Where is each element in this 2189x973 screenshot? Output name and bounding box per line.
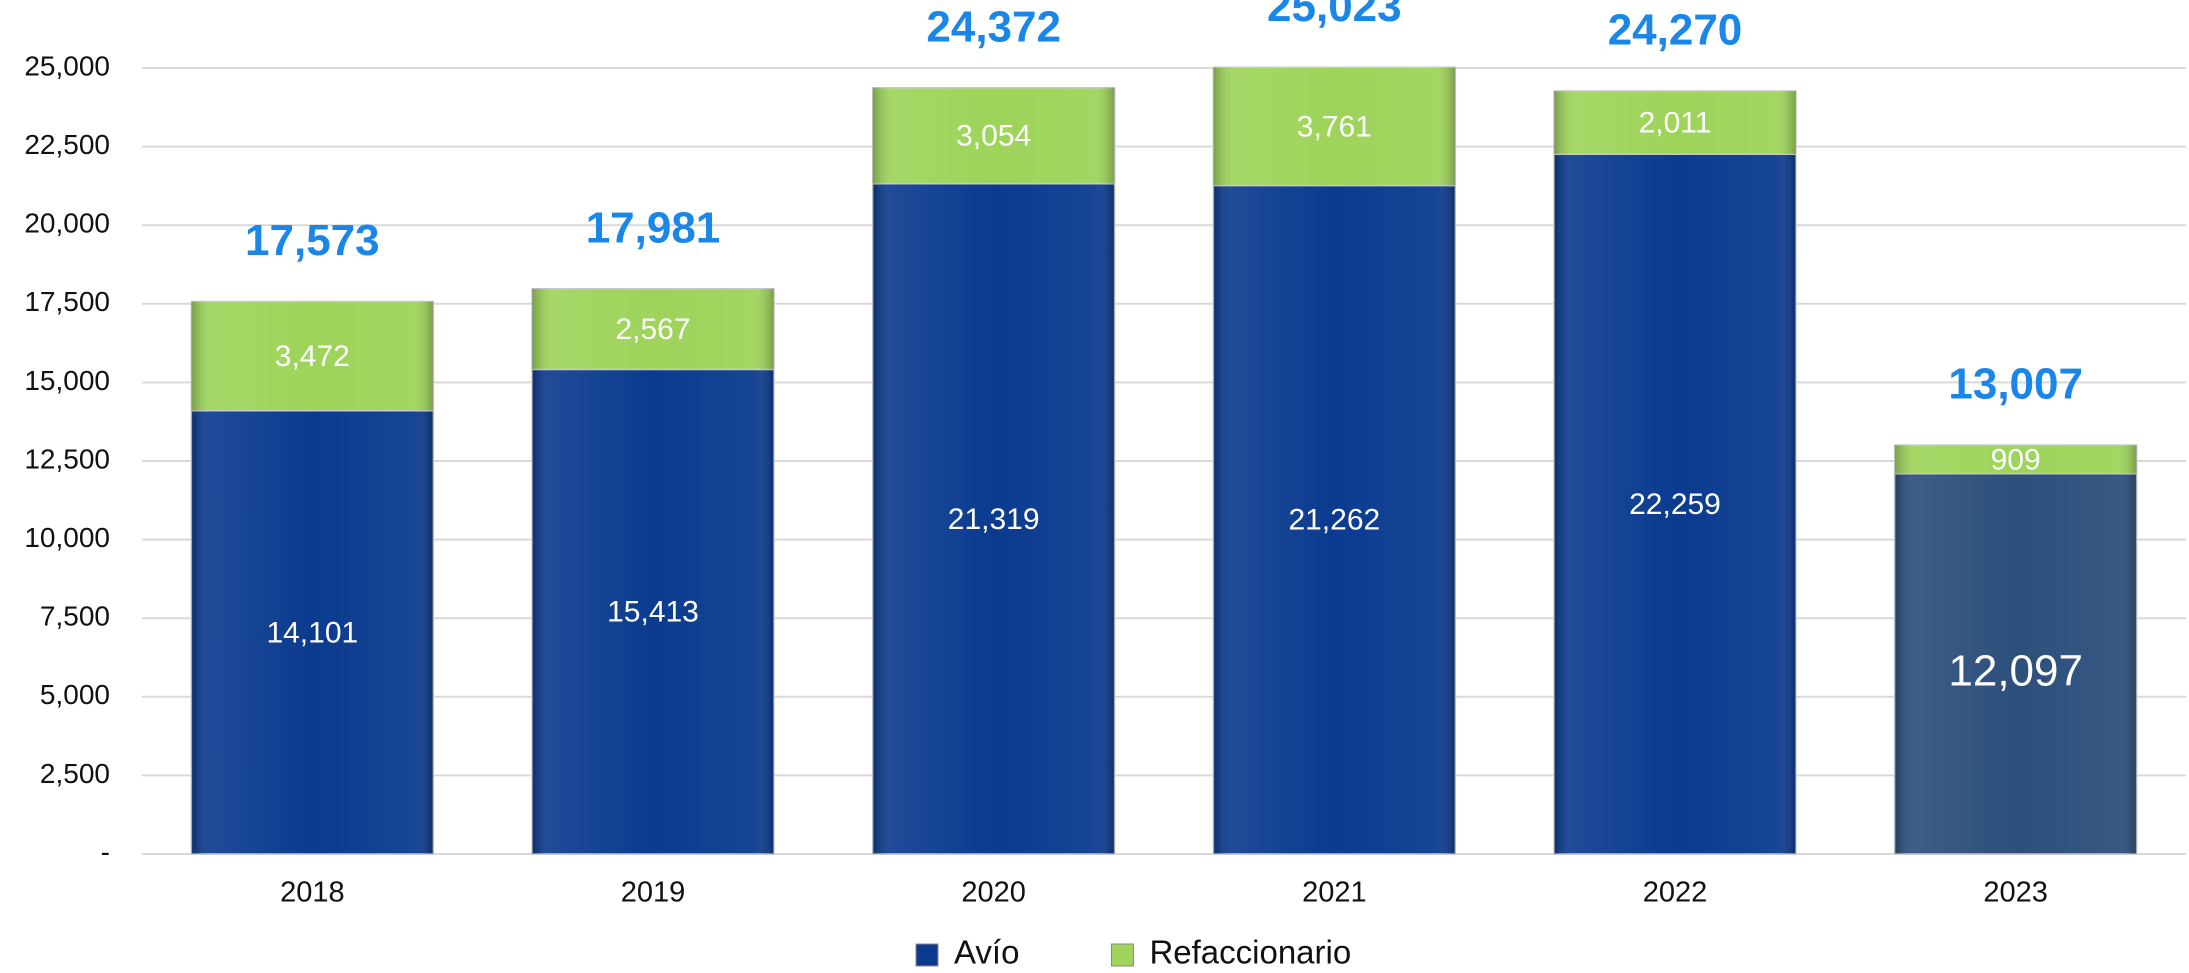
- y-tick-label: 12,500: [24, 443, 110, 474]
- total-label: 24,270: [1608, 6, 1743, 55]
- value-label: 2,011: [1639, 106, 1712, 139]
- bar-shade: [1554, 90, 1796, 155]
- value-label: 3,761: [1297, 110, 1372, 143]
- total-label: 17,981: [586, 203, 721, 252]
- x-tick-label: 2023: [1983, 877, 2048, 909]
- bar-shade: [191, 301, 434, 411]
- bar-shade: [1213, 185, 1456, 855]
- x-tick-label: 2019: [621, 877, 686, 909]
- bar-shade: [191, 410, 434, 854]
- y-tick-label: 20,000: [24, 208, 110, 239]
- y-tick-label: 22,500: [24, 129, 110, 160]
- x-tick-label: 2018: [280, 877, 345, 909]
- y-tick-label: 25,000: [24, 50, 110, 81]
- legend-swatch: [915, 943, 939, 967]
- bar-shade: [872, 87, 1115, 184]
- value-label: 2,567: [615, 313, 690, 346]
- legend-label: Avío: [954, 934, 1019, 971]
- y-tick-label: 17,500: [24, 286, 110, 317]
- bar-shade: [1894, 473, 2137, 854]
- value-label: 22,259: [1629, 488, 1721, 521]
- y-tick-label: 10,000: [24, 522, 110, 553]
- bar-shade: [532, 288, 774, 370]
- total-label: 13,007: [1948, 360, 2083, 409]
- value-label: 14,101: [266, 616, 358, 649]
- x-tick-label: 2022: [1643, 877, 1708, 909]
- value-label: 3,472: [275, 340, 350, 373]
- bar-shade: [532, 369, 774, 854]
- x-tick-label: 2020: [961, 877, 1026, 909]
- y-tick-label: 7,500: [40, 601, 110, 632]
- y-tick-label: 5,000: [40, 679, 110, 710]
- total-label: 25,023: [1267, 0, 1402, 31]
- value-label: 21,319: [948, 503, 1040, 536]
- y-tick-label: 15,000: [24, 365, 110, 396]
- legend-swatch: [1110, 943, 1134, 967]
- total-label: 24,372: [926, 2, 1061, 51]
- bar-shade: [872, 183, 1115, 854]
- value-label: 12,097: [1948, 646, 2083, 695]
- bar-shade: [1894, 445, 2137, 474]
- legend-label: Refaccionario: [1149, 934, 1351, 971]
- value-label: 21,262: [1288, 504, 1380, 537]
- y-tick-label: 2,500: [40, 758, 110, 789]
- bar-shade: [1554, 154, 1796, 855]
- x-tick-label: 2021: [1302, 877, 1367, 909]
- value-label: 909: [1991, 443, 2041, 476]
- total-label: 17,573: [245, 216, 380, 265]
- bar-shade: [1213, 67, 1456, 186]
- value-label: 15,413: [607, 596, 699, 629]
- value-label: 3,054: [956, 120, 1031, 153]
- y-tick-label: -: [101, 836, 110, 867]
